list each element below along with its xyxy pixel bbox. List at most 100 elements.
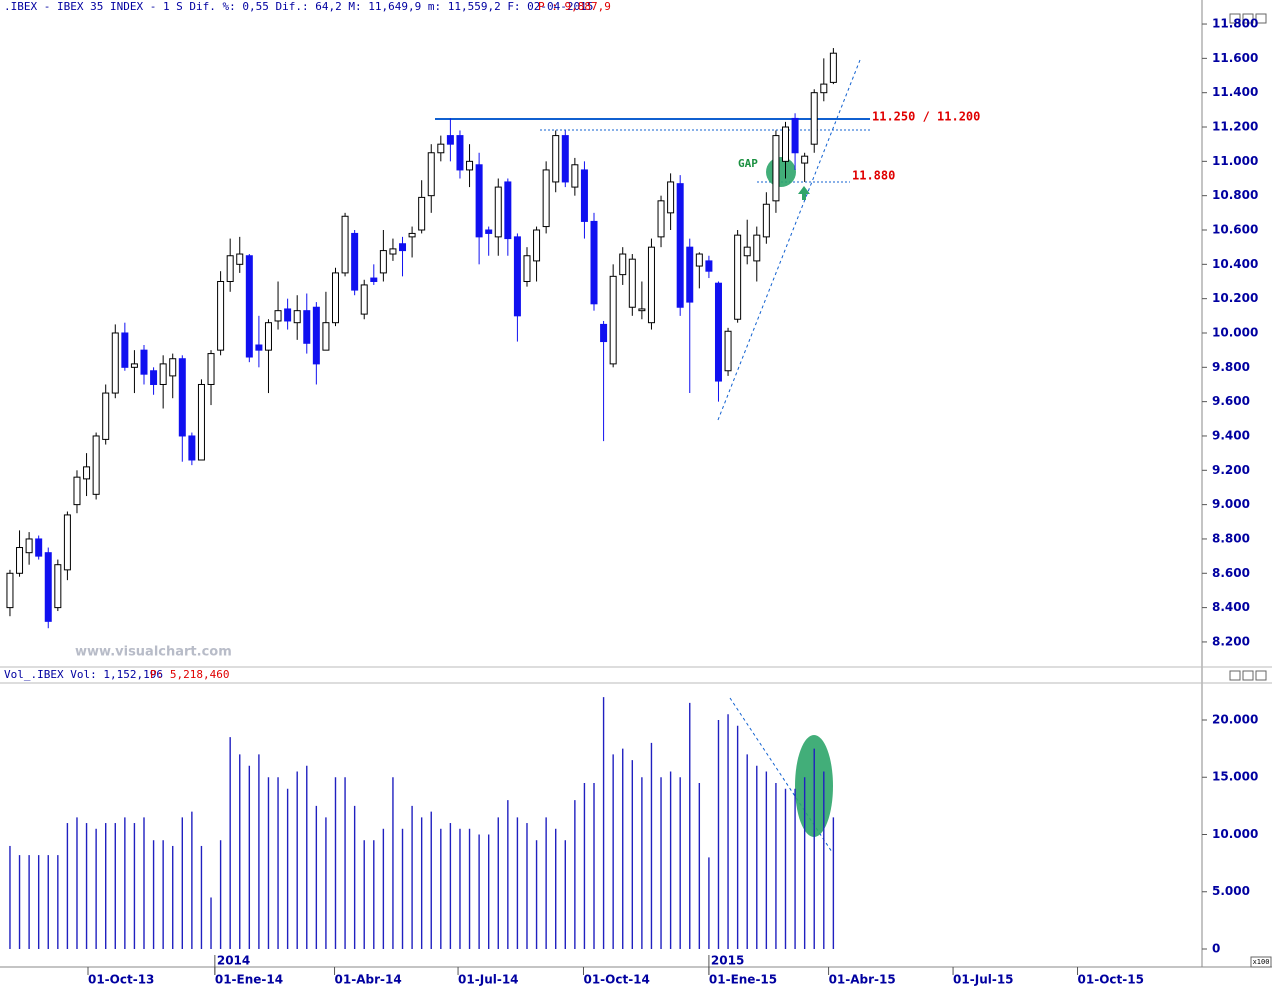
candle-body (456, 135, 464, 171)
candle-body (801, 155, 809, 164)
candle-body (676, 183, 684, 308)
candle-body (63, 514, 71, 571)
x-tick-label: 01-Jul-14 (458, 973, 518, 987)
candle-body (829, 52, 837, 83)
x-tick-label: 01-Oct-15 (1078, 973, 1144, 987)
candle-body (762, 203, 770, 238)
candle-body (466, 160, 474, 171)
volume-header: Vol_.IBEX Vol: 1,152,196 (4, 668, 163, 681)
candle-body (399, 243, 407, 252)
candle-body (418, 196, 426, 231)
annotation: 11.880 (852, 169, 895, 183)
candle-body (609, 275, 617, 365)
candle-body (734, 234, 742, 320)
y-tick-label: 20.000 (1212, 712, 1258, 726)
candle-body (370, 277, 378, 282)
candle-body (159, 363, 167, 385)
candle-body (188, 435, 196, 461)
candle-body (408, 232, 416, 238)
candle-body (494, 186, 502, 238)
candle-body (667, 181, 675, 214)
y-tick-label: 9.400 (1212, 428, 1250, 442)
y-tick-label: 8.800 (1212, 531, 1250, 545)
y-tick-label: 9.600 (1212, 394, 1250, 408)
y-tick-label: 10.000 (1212, 827, 1258, 841)
candle-body (628, 258, 636, 308)
button[interactable] (1255, 670, 1267, 681)
candle-body (140, 349, 148, 375)
candle-body (274, 310, 282, 322)
candle-body (791, 117, 799, 154)
candle-body (54, 564, 62, 609)
x-tick-label: 01-Abr-15 (829, 973, 896, 987)
y-tick-label: 10.000 (1212, 325, 1258, 339)
candle-body (150, 370, 158, 385)
annotation: GAP (738, 157, 758, 170)
candle-body (303, 310, 311, 344)
candle-body (178, 358, 186, 437)
y-tick-label: 10.800 (1212, 188, 1258, 202)
y-tick-label: 11.000 (1212, 154, 1258, 168)
y-tick-label: 11.400 (1212, 85, 1258, 99)
candle-body (245, 255, 253, 358)
button[interactable] (1242, 13, 1254, 24)
year-label: 2015 (711, 954, 744, 968)
candle-body (753, 234, 761, 262)
candle-body (16, 547, 24, 574)
y-tick-label: 15.000 (1212, 770, 1258, 784)
button[interactable] (1229, 670, 1241, 681)
button[interactable] (1242, 670, 1254, 681)
candle-body (820, 83, 828, 94)
candle-body (102, 392, 110, 440)
button[interactable] (1229, 13, 1241, 24)
price-header-p: P : 9,887,9 (538, 0, 611, 13)
candle-body (533, 229, 541, 262)
candle-body (121, 332, 129, 368)
candle-body (169, 358, 177, 377)
x-tick-label: 01-Oct-13 (88, 973, 154, 987)
arrow (798, 186, 810, 200)
candle-body (111, 332, 119, 394)
candle-body (130, 363, 138, 368)
candle-body (73, 476, 81, 506)
candle-body (437, 143, 445, 154)
candle-body (331, 272, 339, 324)
candle-body (686, 246, 694, 303)
candle-body (513, 236, 521, 317)
candle-body (647, 246, 655, 324)
candle-body (83, 466, 91, 480)
window-buttons (1229, 13, 1267, 681)
x-tick-label: 01-Abr-14 (335, 973, 402, 987)
candle-body (810, 92, 818, 145)
candle-body (504, 181, 512, 240)
candle-body (695, 253, 703, 267)
trend-line (717, 59, 861, 421)
candle-body (197, 383, 205, 461)
candle-body (619, 253, 627, 276)
y-tick-label: 9.800 (1212, 360, 1250, 374)
y-tick-label: 8.200 (1212, 634, 1250, 648)
candle-body (322, 322, 330, 351)
candle-body (264, 322, 272, 351)
y-tick-label: 0 (1212, 942, 1220, 956)
candle-body (475, 164, 483, 238)
y-tick-label: 11.800 (1212, 17, 1258, 31)
y-tick-label: 11.600 (1212, 51, 1258, 65)
x-tick-label: 01-Jul-15 (953, 973, 1013, 987)
candle-body (724, 330, 732, 372)
candle-body (705, 260, 713, 272)
candle-body (25, 538, 33, 554)
y-tick-label: 10.200 (1212, 291, 1258, 305)
candle-body (523, 255, 531, 282)
candle-body (312, 306, 320, 365)
candle-body (580, 169, 588, 222)
button[interactable] (1255, 13, 1267, 24)
volume-trend-line (729, 697, 833, 853)
candle-body (389, 248, 397, 255)
candle-body (590, 220, 598, 305)
y-tick-label: 9.000 (1212, 497, 1250, 511)
candle-body (226, 255, 234, 282)
x-tick-label: 01-Ene-14 (215, 973, 283, 987)
candle-body (360, 284, 368, 315)
